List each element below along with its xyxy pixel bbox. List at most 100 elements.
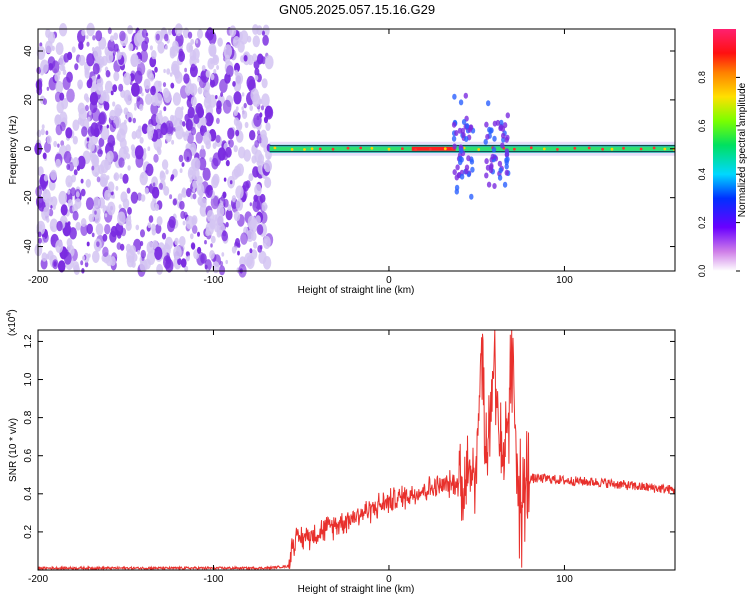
noise-blob <box>100 125 110 141</box>
noise-blob <box>195 103 203 116</box>
noise-blob <box>38 237 42 244</box>
noise-blob <box>181 188 188 198</box>
noise-blob <box>171 139 175 145</box>
x-tick-label: -200 <box>28 275 48 286</box>
signal-dot <box>443 147 447 151</box>
noise-blob <box>79 118 85 127</box>
noise-blob <box>185 119 193 131</box>
noise-blob <box>131 130 137 140</box>
noise-blob <box>252 166 260 178</box>
noise-blob <box>72 135 78 145</box>
noise-blob <box>75 221 81 231</box>
noise-blob <box>95 82 104 95</box>
noise-blob <box>65 127 73 139</box>
noise-blob <box>235 129 240 137</box>
noise-blob <box>86 35 89 40</box>
noise-blob <box>220 92 224 97</box>
noise-blob <box>226 65 234 78</box>
noise-blob <box>55 158 61 168</box>
noise-blob <box>145 163 154 177</box>
noise-blob <box>80 188 86 197</box>
noise-blob <box>134 106 137 111</box>
colorbar-gradient <box>713 29 736 271</box>
noise-blob <box>185 254 190 262</box>
noise-blob <box>36 129 42 138</box>
noise-blob <box>50 226 54 231</box>
y-tick-label: -20 <box>23 190 34 205</box>
noise-blob <box>91 107 101 122</box>
noise-blob <box>169 194 173 200</box>
noise-blob <box>98 137 105 147</box>
noise-blob <box>203 131 212 146</box>
noise-blob <box>187 106 195 119</box>
noise-blob <box>81 29 86 37</box>
noise-blob <box>178 154 184 163</box>
noise-blob <box>113 32 119 41</box>
noise-blob <box>130 53 139 67</box>
top-y-axis: -40 -20 0 20 40 <box>23 45 675 254</box>
noise-blob <box>56 220 63 232</box>
noise-blob <box>234 246 238 251</box>
burst-blob <box>454 188 459 195</box>
noise-blob <box>78 42 84 50</box>
noise-blob <box>137 250 141 255</box>
noise-blob <box>109 256 116 267</box>
noise-blob <box>190 233 194 240</box>
noise-blob <box>50 169 57 181</box>
burst-blob <box>452 93 457 100</box>
noise-blob <box>135 224 140 231</box>
noise-blob <box>94 172 98 178</box>
noise-blob <box>106 150 114 163</box>
noise-blob <box>156 216 163 226</box>
noise-blob <box>150 86 156 96</box>
noise-blob <box>63 151 72 164</box>
noise-blob <box>150 199 158 212</box>
noise-blob <box>181 106 184 111</box>
noise-blob <box>137 125 142 133</box>
noise-blob <box>233 109 238 116</box>
noise-blob <box>112 84 118 93</box>
x-tick-label: -100 <box>203 275 223 286</box>
signal-dot <box>652 146 656 150</box>
signal-dot <box>318 147 322 151</box>
noise-blob <box>84 67 89 75</box>
y-tick-label: 40 <box>23 45 34 57</box>
noise-blob <box>113 172 120 182</box>
noise-blob <box>67 221 71 226</box>
burst-blob <box>504 151 510 158</box>
noise-blob <box>228 139 234 148</box>
burst-blob <box>489 162 494 169</box>
noise-blob <box>183 73 190 84</box>
noise-blob <box>118 157 125 168</box>
noise-blob <box>38 184 42 190</box>
noise-blob <box>110 90 114 96</box>
noise-blob <box>42 232 49 243</box>
burst-blob <box>483 138 488 145</box>
burst-blob <box>454 174 459 181</box>
noise-blob <box>190 127 197 136</box>
noise-blob <box>94 210 97 215</box>
y-tick-label: 0.8 <box>23 410 34 424</box>
noise-blob <box>209 250 215 260</box>
signal-dot <box>346 146 350 150</box>
burst-blob <box>486 100 491 107</box>
bottom-y-axis: 0.2 0.4 0.6 0.8 1.0 1.2 <box>23 334 675 539</box>
noise-blob <box>88 110 92 116</box>
noise-blob <box>217 37 223 47</box>
noise-blob <box>223 44 233 59</box>
noise-blob <box>180 258 187 268</box>
noise-blob <box>179 200 185 210</box>
noise-blob <box>162 82 167 88</box>
noise-blob <box>225 259 228 265</box>
noise-blob <box>53 140 58 148</box>
noise-blob <box>254 183 262 196</box>
noise-blob <box>172 198 177 206</box>
noise-blob <box>164 33 169 42</box>
noise-blob <box>48 63 54 71</box>
noise-blob <box>43 206 50 217</box>
noise-blob <box>84 261 89 268</box>
noise-blob <box>242 181 250 192</box>
noise-blob <box>215 134 221 143</box>
noise-blob <box>167 219 175 233</box>
noise-blob <box>59 64 64 72</box>
